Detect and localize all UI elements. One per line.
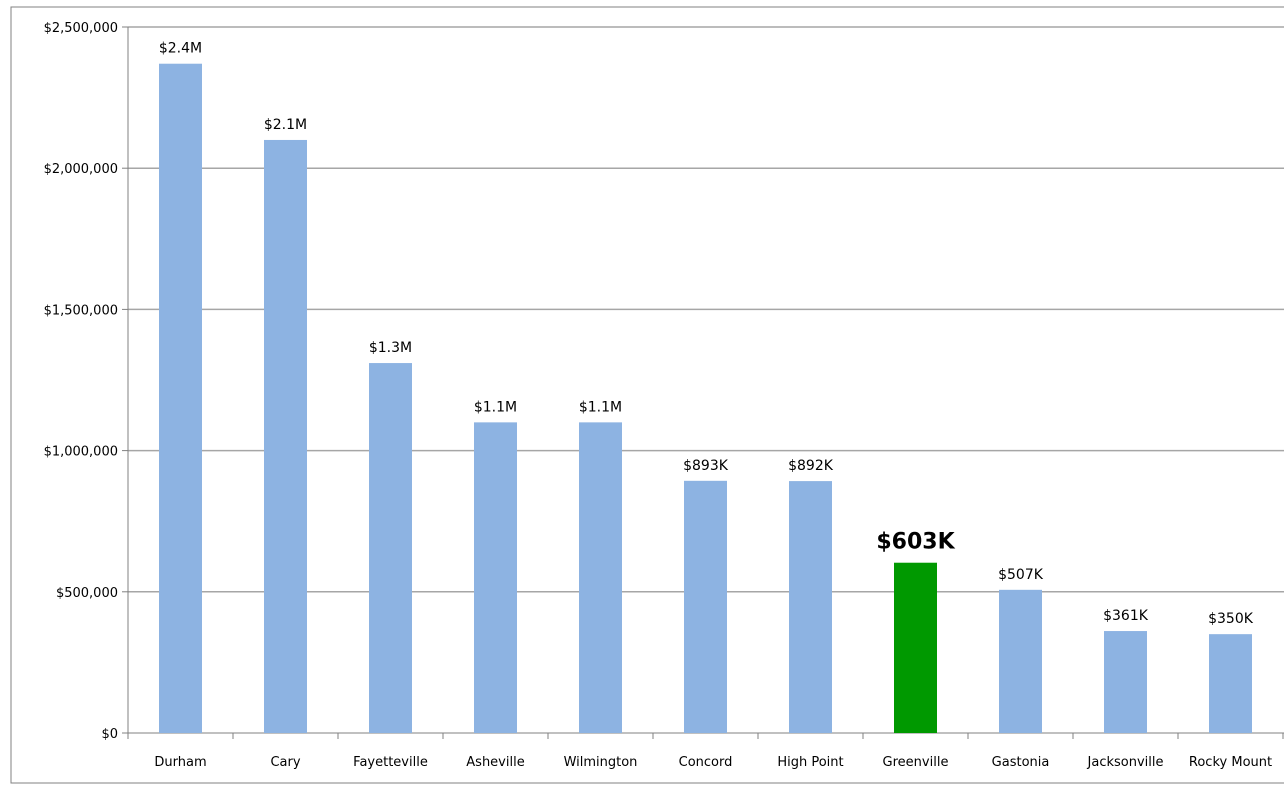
y-tick-label: $2,500,000 (44, 21, 118, 36)
x-tick-label: Asheville (466, 755, 524, 770)
x-tick-label: Greenville (883, 755, 949, 770)
x-tick-label: Cary (270, 755, 300, 770)
data-label: $603K (876, 530, 955, 555)
y-tick-label: $0 (101, 727, 118, 742)
x-tick-label: High Point (777, 755, 843, 770)
bar-asheville (474, 422, 517, 733)
bars (159, 63, 1252, 734)
bar-fayetteville (369, 363, 412, 733)
x-tick-label: Durham (154, 755, 206, 770)
bar-high-point (789, 481, 832, 733)
y-tick-label: $2,000,000 (44, 162, 118, 177)
data-label: $2.4M (159, 41, 202, 57)
bar-greenville (894, 562, 937, 733)
bar-gastonia (999, 589, 1042, 733)
data-label: $361K (1103, 608, 1149, 624)
bar-durham (159, 63, 202, 734)
bar-jacksonville (1104, 631, 1147, 733)
data-label: $350K (1208, 611, 1254, 627)
x-tick-label: Jacksonville (1087, 755, 1164, 770)
y-tick-label: $1,500,000 (44, 303, 118, 318)
data-label: $2.1M (264, 117, 307, 133)
x-tick-label: Fayetteville (353, 755, 428, 770)
gridlines (128, 26, 1284, 593)
x-tick-label: Concord (679, 755, 733, 770)
data-labels: $2.4M $2.1M $1.3M $1.1M $1.1M $893K $892K $603K… (159, 41, 1254, 627)
bar-cary (264, 139, 307, 733)
chart-border (10, 6, 1284, 784)
bar-wilmington (579, 422, 622, 733)
data-label: $1.1M (579, 399, 622, 415)
data-label: $1.3M (369, 340, 412, 356)
y-tick-label: $1,000,000 (44, 445, 118, 460)
x-tick-label: Gastonia (992, 755, 1050, 770)
bar-concord (684, 480, 727, 733)
y-tick-label: $500,000 (56, 586, 118, 601)
data-label: $1.1M (474, 399, 517, 415)
data-label: $507K (998, 567, 1044, 583)
x-tick-label: Wilmington (564, 755, 638, 770)
x-tick-label: Rocky Mount (1189, 755, 1272, 770)
bar-rocky-mount (1209, 634, 1252, 733)
axes: $0 $500,000 $1,000,000 $1,500,000 $2,000,000… (44, 21, 1284, 770)
data-label: $892K (788, 458, 834, 474)
data-label: $893K (683, 458, 729, 474)
